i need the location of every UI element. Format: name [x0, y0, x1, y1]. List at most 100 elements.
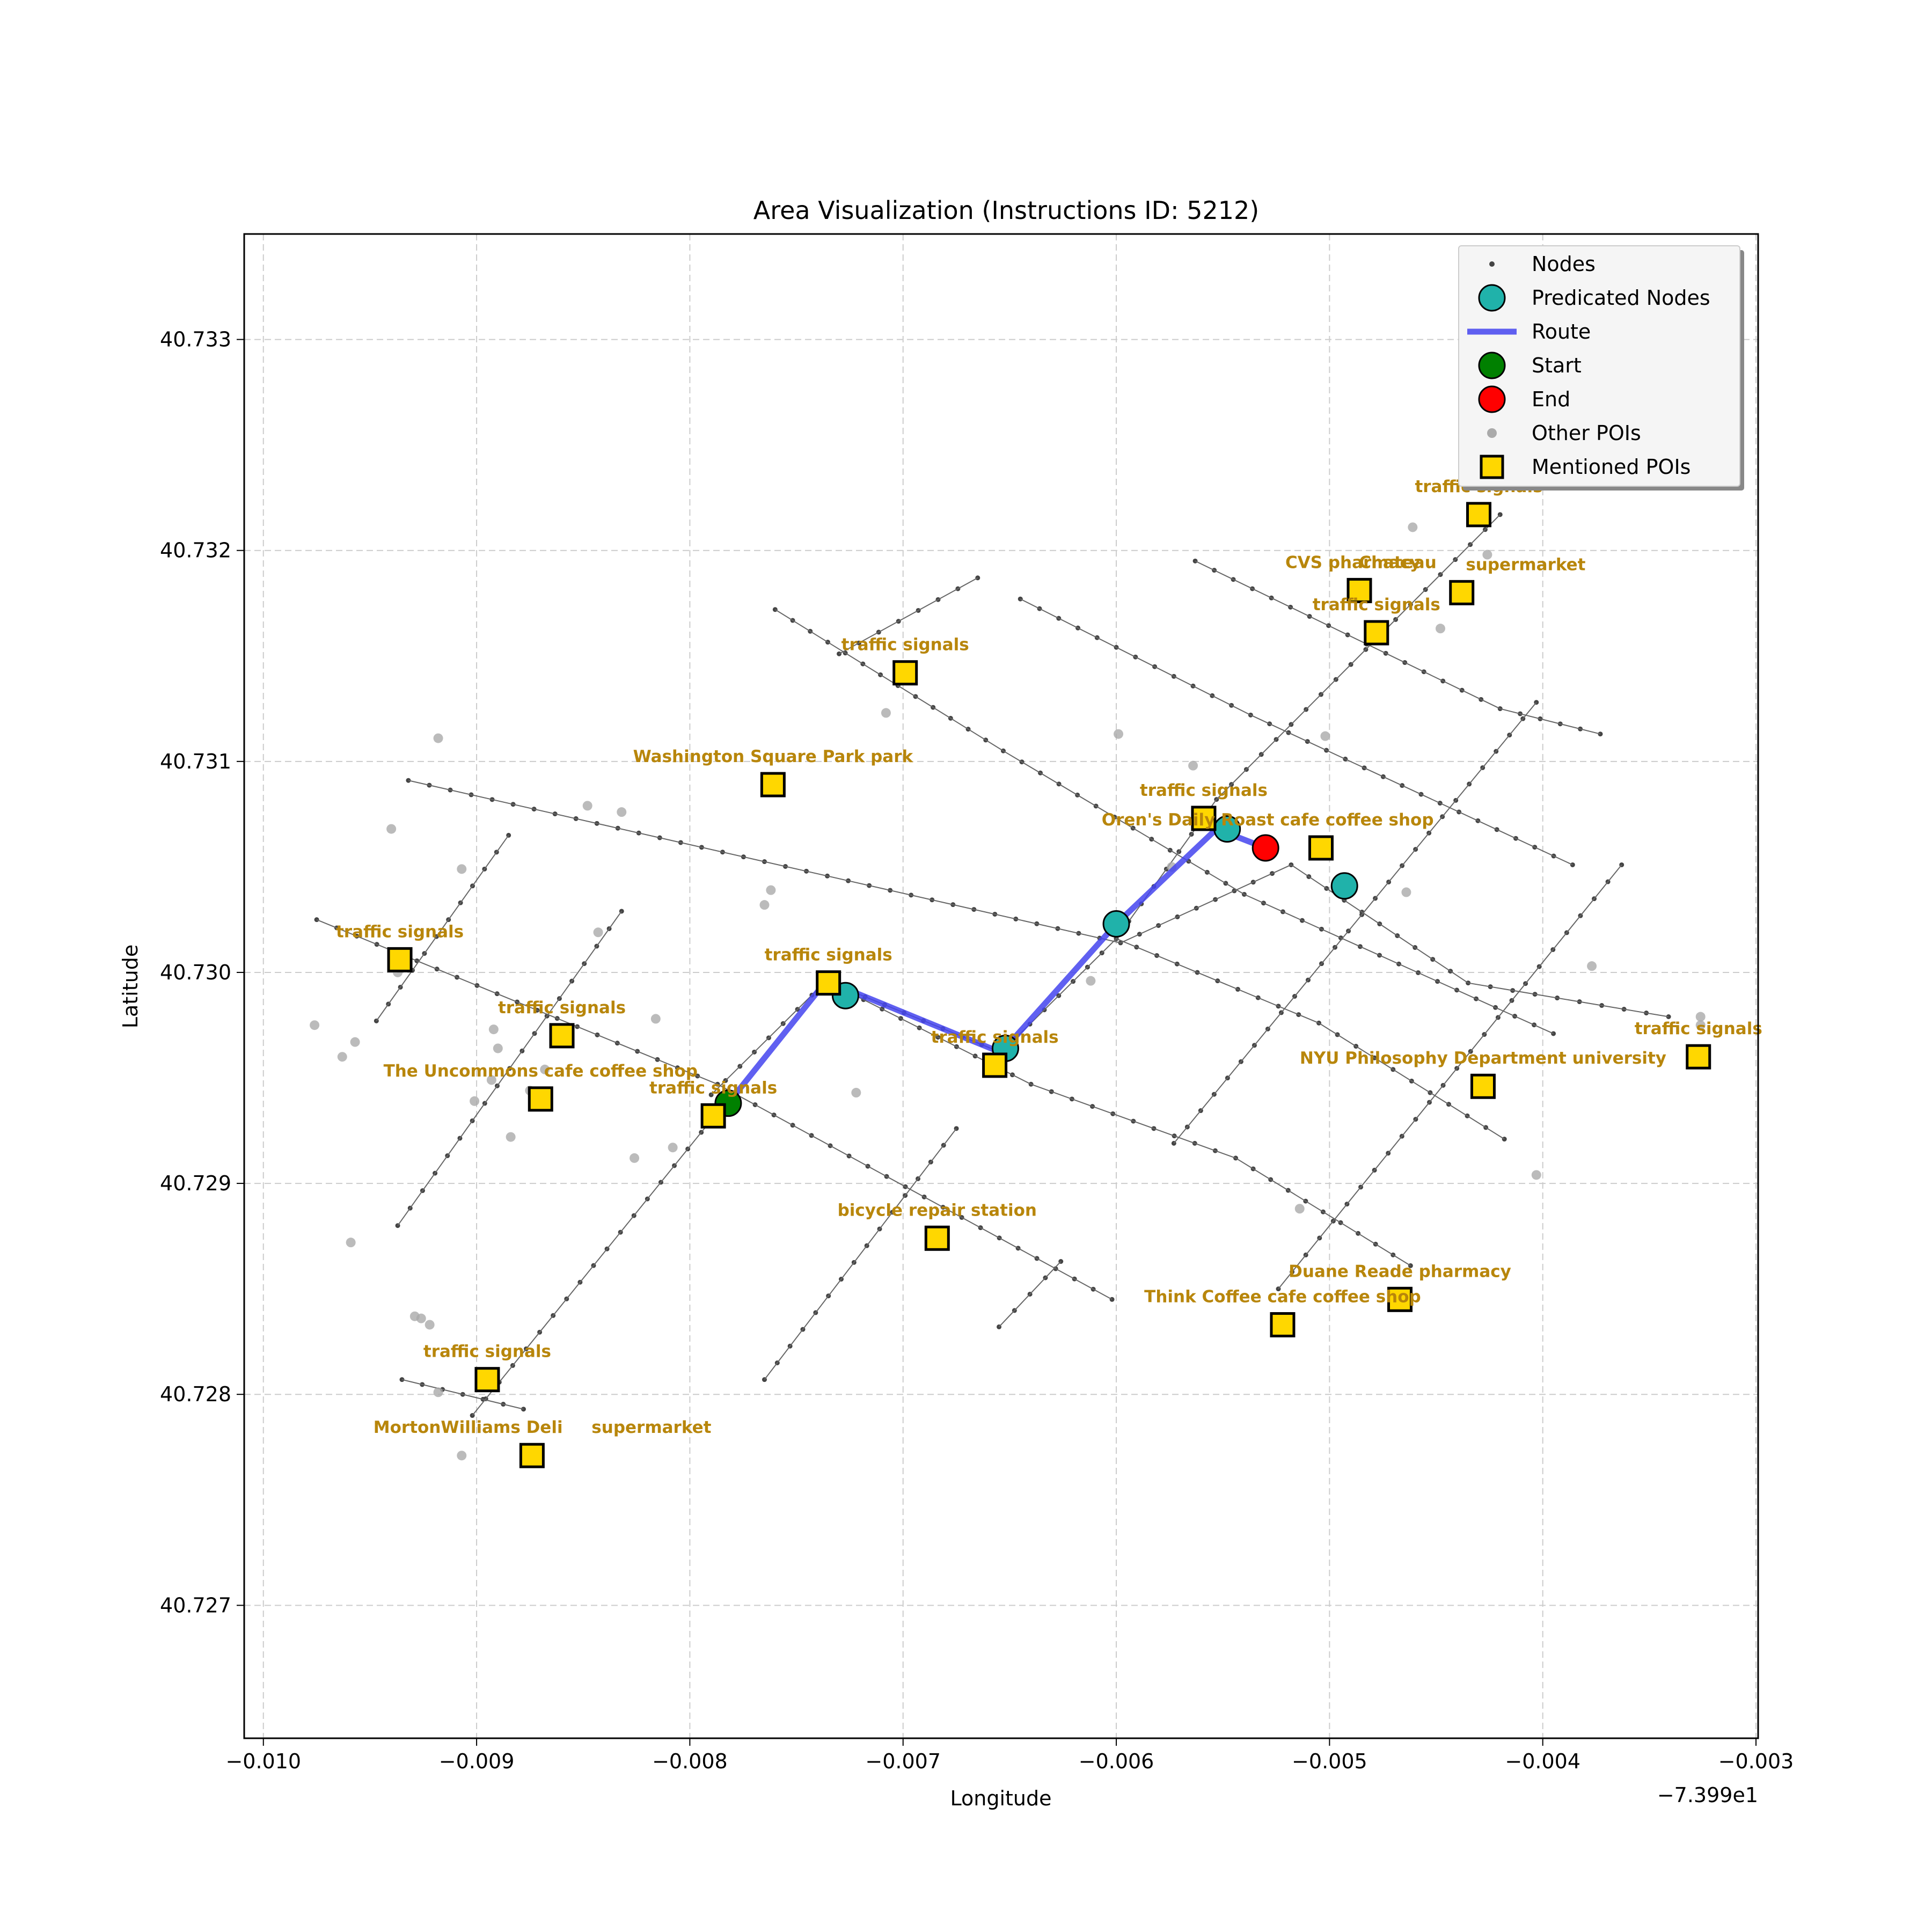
- legend-label: Other POIs: [1532, 421, 1641, 445]
- street-edge: [401, 1379, 524, 1410]
- legend-swatch-predicted: [1478, 284, 1506, 312]
- legend-label: Nodes: [1532, 252, 1596, 276]
- x-tick-label: −0.008: [652, 1750, 728, 1773]
- mentioned-poi-label: traffic signals: [649, 1078, 777, 1097]
- street-edge: [1020, 598, 1573, 866]
- other-poi: [881, 708, 891, 718]
- x-axis-label: Longitude: [950, 1787, 1052, 1810]
- mentioned-poi-marker: [1470, 1073, 1496, 1099]
- mentioned-poi-label: supermarket: [591, 1418, 711, 1437]
- other-poi: [593, 927, 603, 938]
- other-poi: [346, 1238, 356, 1248]
- legend-swatch-other: [1487, 428, 1497, 438]
- mentioned-poi-marker: [549, 1023, 575, 1049]
- other-poi: [470, 1096, 480, 1106]
- mentioned-poi-label: traffic signals: [1313, 595, 1440, 614]
- street-edge: [1173, 702, 1537, 1144]
- legend: Nodes Predicated Nodes Route Start End Other …: [1458, 245, 1744, 491]
- street-edge: [1278, 864, 1622, 1290]
- street-edge: [998, 1261, 1062, 1328]
- mentioned-poi-marker: [1308, 835, 1334, 861]
- x-tick-label: −0.003: [1718, 1750, 1794, 1773]
- mentioned-poi-marker: [387, 947, 413, 972]
- other-poi: [493, 1043, 503, 1053]
- other-poi: [1695, 1020, 1706, 1030]
- street-edge: [397, 911, 623, 1226]
- end-marker: [1252, 834, 1279, 862]
- x-tick-label: −0.007: [865, 1750, 941, 1773]
- mentioned-poi-marker: [982, 1052, 1008, 1078]
- mentioned-poi-marker: [1466, 502, 1492, 528]
- mentioned-poi-marker: [1191, 806, 1217, 831]
- legend-label: End: [1532, 387, 1570, 411]
- legend-label: Route: [1532, 320, 1591, 343]
- other-poi: [486, 1075, 496, 1085]
- mentioned-poi-label: traffic signals: [765, 946, 892, 965]
- mentioned-poi-marker: [892, 660, 918, 686]
- other-poi: [1114, 729, 1124, 739]
- other-poi: [851, 1088, 861, 1098]
- mentioned-poi-label: supermarket: [1466, 555, 1585, 574]
- mentioned-poi-label: traffic signals: [931, 1028, 1059, 1047]
- other-poi: [1587, 961, 1597, 971]
- mentioned-poi-label: MortonWilliams Deli: [374, 1418, 563, 1437]
- mentioned-poi-label: CVS pharmacy: [1285, 553, 1421, 572]
- mentioned-poi-label: The Uncommons cafe coffee shop: [384, 1062, 698, 1081]
- other-poi: [617, 807, 627, 817]
- mentioned-poi-marker: [474, 1367, 500, 1393]
- mentioned-poi-marker: [1270, 1312, 1296, 1337]
- mentioned-poi-marker: [528, 1086, 553, 1112]
- y-tick-label: 40.730: [160, 961, 231, 984]
- y-tick-label: 40.729: [160, 1172, 231, 1195]
- mentioned-poi-marker: [816, 970, 841, 996]
- other-poi: [1435, 624, 1445, 634]
- mentioned-poi-label: traffic signals: [498, 998, 626, 1018]
- legend-label: Predicated Nodes: [1532, 286, 1710, 310]
- mentioned-poi-marker: [760, 772, 786, 797]
- mentioned-poi-label: traffic signals: [841, 635, 969, 655]
- street-edge: [472, 1099, 729, 1416]
- other-poi: [1531, 1170, 1541, 1180]
- street-edge: [316, 919, 1113, 1300]
- other-poi: [506, 1132, 516, 1142]
- other-poi: [540, 1064, 550, 1074]
- mentioned-poi-label: Chateau: [1359, 553, 1437, 572]
- y-tick-label: 40.727: [160, 1593, 231, 1617]
- street-edge: [1195, 560, 1601, 735]
- predicted-node: [1330, 872, 1358, 900]
- legend-swatch-nodes: [1489, 261, 1495, 267]
- mentioned-poi-label: Oren's Daily Roast cafe coffee shop: [1102, 810, 1434, 830]
- other-poi: [1695, 1012, 1706, 1022]
- x-axis-offset: −7.399e1: [1657, 1783, 1758, 1807]
- other-poi: [1320, 731, 1330, 741]
- legend-swatch-mentioned: [1480, 455, 1504, 479]
- chart-title: Area Visualization (Instructions ID: 521…: [753, 196, 1260, 225]
- other-poi: [759, 900, 770, 910]
- other-poi: [416, 1313, 426, 1323]
- street-edge: [711, 514, 1501, 1095]
- x-tick-label: −0.006: [1079, 1750, 1154, 1773]
- street-edge: [376, 835, 509, 1021]
- street-edge: [1116, 938, 1505, 1140]
- mentioned-poi-label: traffic signals: [336, 922, 464, 941]
- other-poi: [1401, 887, 1411, 897]
- mentioned-poi-marker: [1387, 1286, 1413, 1312]
- mentioned-poi-label: Duane Reade pharmacy: [1289, 1262, 1511, 1281]
- other-poi: [457, 1451, 467, 1461]
- mentioned-poi-label: Washington Square Park park: [633, 747, 914, 766]
- other-poi: [386, 824, 397, 834]
- mentioned-poi-label: NYU Philosophy Department university: [1300, 1049, 1666, 1068]
- other-poi: [1408, 522, 1418, 532]
- mentioned-poi-marker: [1364, 620, 1389, 646]
- y-tick-label: 40.733: [160, 328, 231, 352]
- mentioned-poi-label: Think Coffee cafe coffee shop: [1144, 1287, 1421, 1306]
- legend-swatch-end: [1478, 385, 1506, 413]
- other-poi: [457, 864, 467, 874]
- legend-label: Start: [1532, 354, 1582, 377]
- y-tick-label: 40.728: [160, 1382, 231, 1406]
- other-poi: [1086, 976, 1096, 986]
- street-edge: [839, 577, 978, 655]
- other-poi: [1294, 1204, 1305, 1214]
